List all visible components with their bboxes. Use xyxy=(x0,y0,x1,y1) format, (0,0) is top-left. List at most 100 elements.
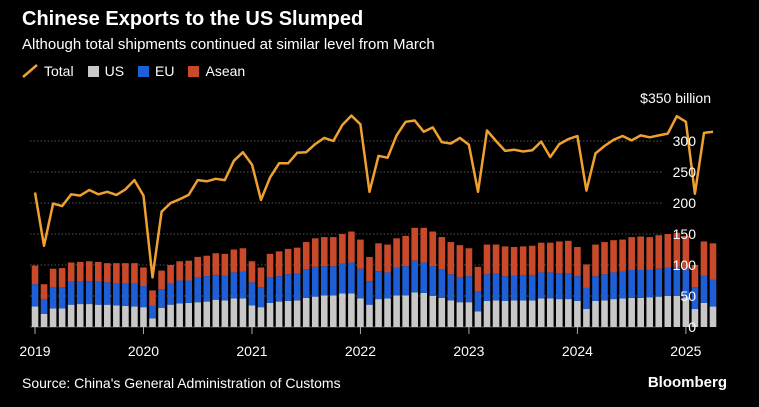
bar-us xyxy=(302,297,310,327)
bar-eu xyxy=(447,274,455,301)
bar-asean xyxy=(94,261,102,282)
bar-us xyxy=(266,302,274,327)
bar-eu xyxy=(185,280,192,303)
bar-eu xyxy=(293,273,301,301)
bar-us xyxy=(85,304,93,327)
bar-us xyxy=(230,298,238,327)
legend-label-eu: EU xyxy=(155,63,175,79)
bloomberg-logo: Bloomberg xyxy=(647,374,727,391)
bar-eu xyxy=(330,266,337,296)
bar-asean xyxy=(682,235,690,269)
bar-eu xyxy=(230,272,238,299)
bar-eu xyxy=(58,287,66,309)
bar-eu xyxy=(49,287,57,309)
bar-us xyxy=(384,298,391,327)
bar-us xyxy=(239,298,247,327)
bar-asean xyxy=(456,245,464,278)
bar-eu xyxy=(311,266,319,297)
bar-asean xyxy=(583,264,590,288)
bar-us xyxy=(528,300,536,327)
bar-asean xyxy=(700,241,708,276)
bar-us xyxy=(194,302,202,327)
bar-eu xyxy=(583,287,590,310)
bar-eu xyxy=(646,269,654,298)
bar-asean xyxy=(357,239,364,269)
bar-us xyxy=(176,303,183,327)
bar-asean xyxy=(239,248,247,272)
bar-us xyxy=(339,293,346,327)
bar-asean xyxy=(501,246,509,277)
bar-asean xyxy=(149,290,156,306)
bar-eu xyxy=(366,281,373,305)
y-tick-label: 50 xyxy=(680,288,696,304)
bar-asean xyxy=(248,261,256,283)
bar-eu xyxy=(194,277,202,303)
bar-asean xyxy=(474,266,482,292)
bar-asean xyxy=(302,242,310,270)
y-tick-label: 300 xyxy=(673,133,697,149)
bar-eu xyxy=(501,276,509,301)
bar-asean xyxy=(339,234,346,264)
bar-eu xyxy=(122,282,129,306)
bar-asean xyxy=(194,256,202,278)
bar-eu xyxy=(655,268,663,297)
bar-eu xyxy=(691,287,699,310)
bar-eu xyxy=(375,271,382,300)
bar-eu xyxy=(339,263,346,294)
bar-asean xyxy=(546,242,554,273)
bar-eu xyxy=(302,269,310,298)
legend-item-total: Total xyxy=(22,63,74,79)
bar-asean xyxy=(212,253,220,275)
bar-us xyxy=(375,299,382,327)
bar-asean xyxy=(402,235,409,267)
bar-us xyxy=(474,311,482,327)
y-axis-unit-label: $350 billion xyxy=(640,90,711,106)
bar-eu xyxy=(76,281,84,305)
bar-eu xyxy=(320,266,328,296)
bar-us xyxy=(49,308,57,327)
bar-eu xyxy=(537,272,545,299)
bar-asean xyxy=(375,243,382,272)
bar-asean xyxy=(221,253,229,276)
bar-us xyxy=(664,296,672,327)
bar-asean xyxy=(203,255,211,277)
bar-eu xyxy=(140,286,147,308)
bar-us xyxy=(167,304,174,327)
bar-us xyxy=(40,313,48,327)
bar-eu xyxy=(492,273,500,301)
bar-eu xyxy=(266,277,274,303)
x-tick-label: 2020 xyxy=(128,343,159,359)
bar-eu xyxy=(610,272,617,300)
legend-label-asean: Asean xyxy=(205,63,246,79)
bar-us xyxy=(610,299,617,327)
bar-asean xyxy=(320,237,328,267)
bar-eu xyxy=(239,271,247,299)
bar-asean xyxy=(104,263,111,283)
bar-eu xyxy=(709,279,717,307)
bar-us xyxy=(465,302,473,327)
bar-asean xyxy=(483,244,491,275)
bar-us xyxy=(348,293,355,327)
bar-eu xyxy=(420,262,428,293)
bar-eu xyxy=(673,266,681,296)
bar-eu xyxy=(592,276,599,301)
bar-us xyxy=(420,292,428,327)
bar-us xyxy=(320,295,328,327)
x-tick-label: 2023 xyxy=(453,343,484,359)
bar-eu xyxy=(158,289,165,308)
bar-eu xyxy=(113,282,120,306)
bar-eu xyxy=(40,299,48,314)
bar-eu xyxy=(456,277,464,303)
bar-asean xyxy=(655,235,663,269)
bar-eu xyxy=(664,267,672,296)
bar-asean xyxy=(510,247,518,276)
bar-us xyxy=(709,306,717,327)
bar-asean xyxy=(384,244,391,273)
bar-us xyxy=(438,297,446,327)
bar-asean xyxy=(266,253,274,278)
bar-asean xyxy=(67,262,75,282)
bar-asean xyxy=(185,260,192,281)
bar-asean xyxy=(556,241,563,274)
x-tick-label: 2024 xyxy=(562,343,593,359)
bar-us xyxy=(131,306,138,327)
